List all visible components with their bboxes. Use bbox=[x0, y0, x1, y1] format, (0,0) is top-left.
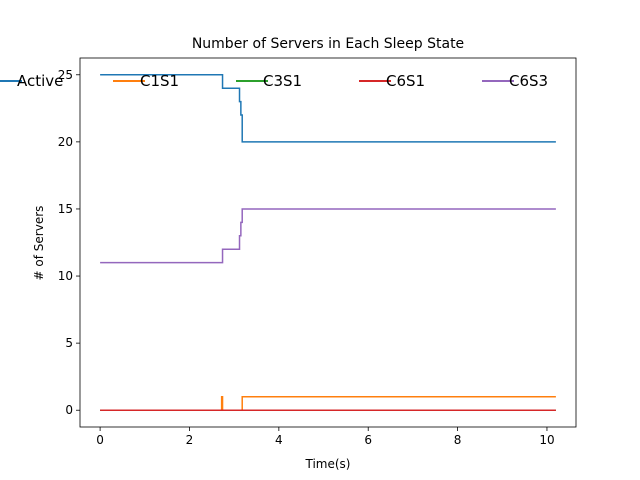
y-tick-label: 15 bbox=[58, 202, 73, 216]
y-tick-label: 25 bbox=[58, 68, 73, 82]
legend: Active C1S1 C3S1 C6S1 C6S3 bbox=[0, 72, 548, 90]
series-line-c1s1 bbox=[100, 396, 556, 411]
legend-label-c6s1: C6S1 bbox=[386, 72, 425, 90]
legend-label-active: Active bbox=[17, 72, 63, 90]
y-tick-label: 5 bbox=[65, 336, 73, 350]
y-tick-label: 20 bbox=[58, 135, 73, 149]
legend-label-c1s1: C1S1 bbox=[140, 72, 179, 90]
x-tick-label: 4 bbox=[275, 433, 283, 447]
x-tick-label: 0 bbox=[96, 433, 104, 447]
axes-frame bbox=[79, 57, 577, 428]
chart-title: Number of Servers in Each Sleep State bbox=[192, 36, 464, 52]
legend-label-c3s1: C3S1 bbox=[263, 72, 302, 90]
plot-area: 0 2 4 6 8 10 0 5 10 15 20 25 bbox=[58, 57, 577, 447]
y-tick-label: 0 bbox=[65, 403, 73, 417]
y-axis-label: # of Servers bbox=[32, 206, 46, 281]
y-tick-label: 10 bbox=[58, 269, 73, 283]
x-tick-label: 10 bbox=[539, 433, 554, 447]
series-line-active bbox=[100, 74, 556, 143]
x-tick-label: 6 bbox=[364, 433, 372, 447]
series-line-c6s3 bbox=[100, 208, 556, 264]
x-axis-label: Time(s) bbox=[305, 457, 351, 471]
x-tick-label: 2 bbox=[186, 433, 194, 447]
x-tick-label: 8 bbox=[454, 433, 462, 447]
legend-label-c6s3: C6S3 bbox=[509, 72, 548, 90]
